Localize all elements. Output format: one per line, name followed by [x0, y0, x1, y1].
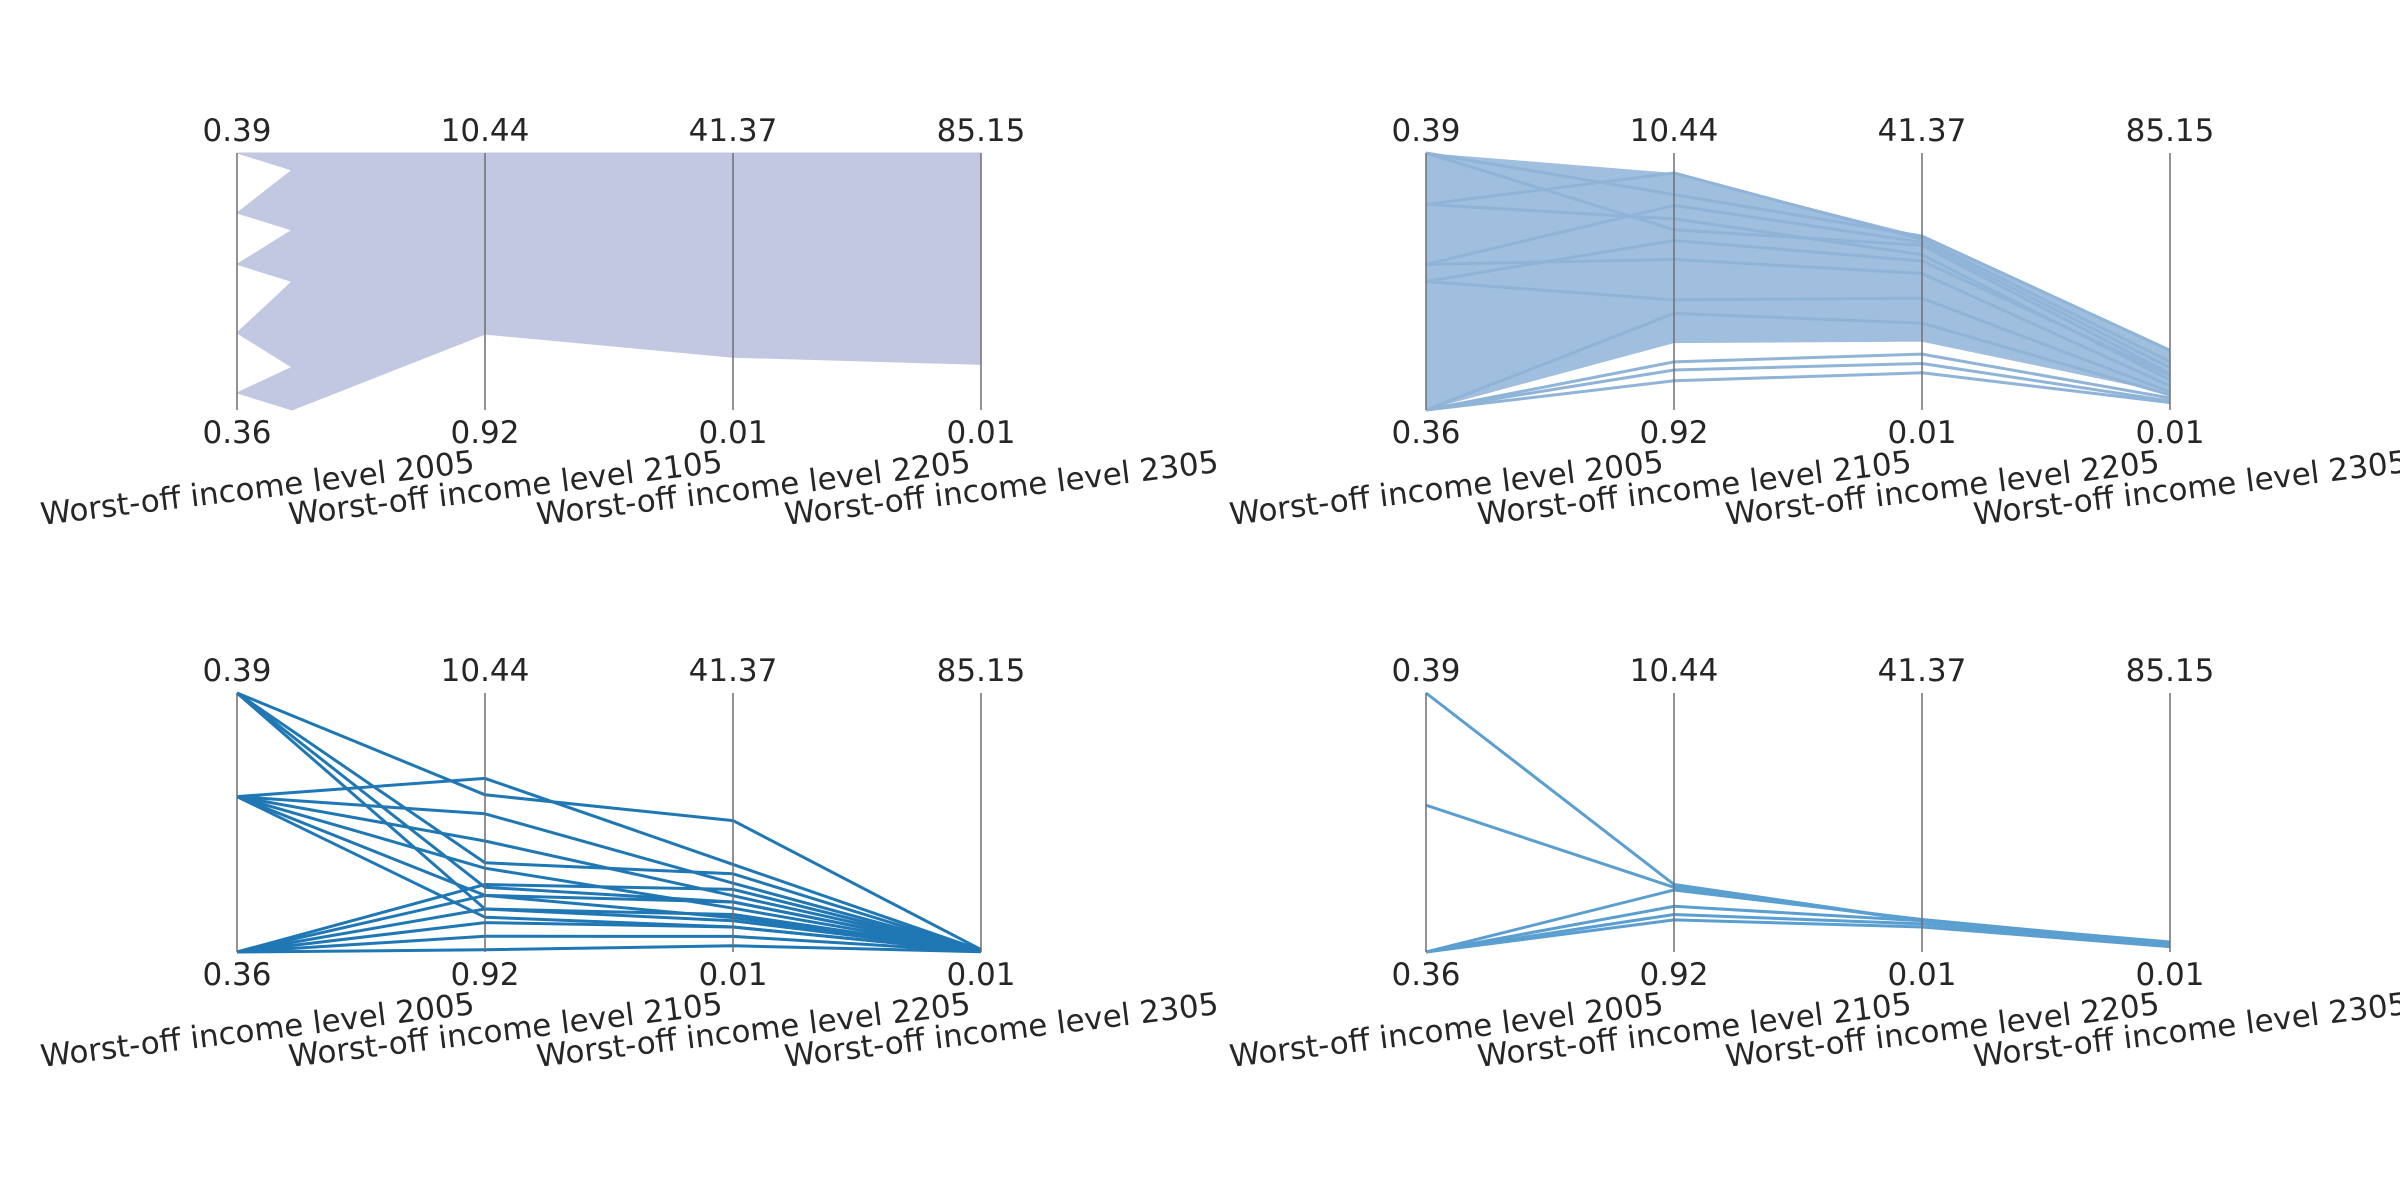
axis-min-tick-label: 0.92 — [1639, 415, 1708, 451]
axis-min-tick-label: 0.36 — [1391, 415, 1460, 451]
series-line — [236, 907, 982, 954]
series-line — [1425, 280, 2171, 394]
series-line — [236, 893, 982, 954]
series-line — [236, 776, 982, 952]
series-band — [1426, 153, 2170, 410]
series-line — [1425, 888, 2171, 954]
axis-max-tick-label: 41.37 — [689, 653, 778, 689]
axis-max-tick-label: 10.44 — [441, 653, 530, 689]
series-line — [236, 934, 982, 954]
series-line — [1425, 904, 2171, 954]
series-line — [1425, 362, 2171, 412]
series-line — [1425, 918, 2171, 954]
axis-min-tick-label: 0.92 — [450, 957, 519, 993]
axis-max-tick-label: 41.37 — [1878, 653, 1967, 689]
axis-max-tick-label: 0.39 — [202, 653, 271, 689]
series-line — [236, 795, 982, 952]
series-layer — [1425, 691, 2171, 954]
series-line — [1425, 171, 2171, 364]
series-band — [235, 152, 982, 411]
axis-min-tick-label: 0.92 — [1639, 957, 1708, 993]
series-layer — [1425, 151, 2171, 412]
series-line — [236, 795, 982, 953]
axis-max-tick-label: 41.37 — [689, 113, 778, 149]
series-line — [236, 921, 982, 954]
axis-max-tick-label: 10.44 — [441, 113, 530, 149]
axis-title: Worst-off income level 2305 — [783, 444, 1221, 533]
axis-min-tick-label: 0.01 — [946, 415, 1015, 451]
axis-title: Worst-off income level 2305 — [1972, 444, 2400, 533]
axis-min-tick-label: 0.01 — [2135, 415, 2204, 451]
axis-max-tick-label: 0.39 — [1391, 653, 1460, 689]
axis-title: Worst-off income level 2305 — [1972, 986, 2400, 1075]
axis-min-tick-label: 0.01 — [698, 415, 767, 451]
series-line — [1425, 913, 2171, 954]
axis-min-tick-label: 0.36 — [202, 415, 271, 451]
series-line — [1425, 203, 2171, 370]
axis-max-tick-label: 0.39 — [1391, 113, 1460, 149]
axis-max-tick-label: 41.37 — [1878, 113, 1967, 149]
series-line — [236, 691, 982, 951]
series-line — [1425, 371, 2171, 412]
series-line — [236, 944, 982, 954]
series-line — [236, 883, 982, 954]
axis-min-tick-label: 0.01 — [698, 957, 767, 993]
series-line — [1425, 151, 2171, 352]
series-line — [236, 795, 982, 953]
axis-max-tick-label: 10.44 — [1630, 113, 1719, 149]
axis-max-tick-label: 85.15 — [937, 653, 1026, 689]
series-line — [1425, 352, 2171, 412]
axis-title: Worst-off income level 2305 — [783, 986, 1221, 1075]
series-layer — [235, 152, 982, 411]
axis-min-tick-label: 0.01 — [2135, 957, 2204, 993]
axis-max-tick-label: 85.15 — [937, 113, 1026, 149]
axis-min-tick-label: 0.01 — [1887, 957, 1956, 993]
series-line — [1425, 239, 2171, 377]
axis-max-tick-label: 10.44 — [1630, 653, 1719, 689]
axis-max-tick-label: 0.39 — [202, 113, 271, 149]
series-line — [236, 691, 982, 953]
axis-max-tick-label: 85.15 — [2126, 653, 2215, 689]
axis-max-tick-label: 85.15 — [2126, 113, 2215, 149]
axis-min-tick-label: 0.01 — [1887, 415, 1956, 451]
series-layer — [236, 691, 982, 954]
axis-min-tick-label: 0.36 — [1391, 957, 1460, 993]
axis-min-tick-label: 0.01 — [946, 957, 1015, 993]
series-line — [1425, 311, 2171, 412]
axis-min-tick-label: 0.92 — [450, 415, 519, 451]
axis-min-tick-label: 0.36 — [202, 957, 271, 993]
